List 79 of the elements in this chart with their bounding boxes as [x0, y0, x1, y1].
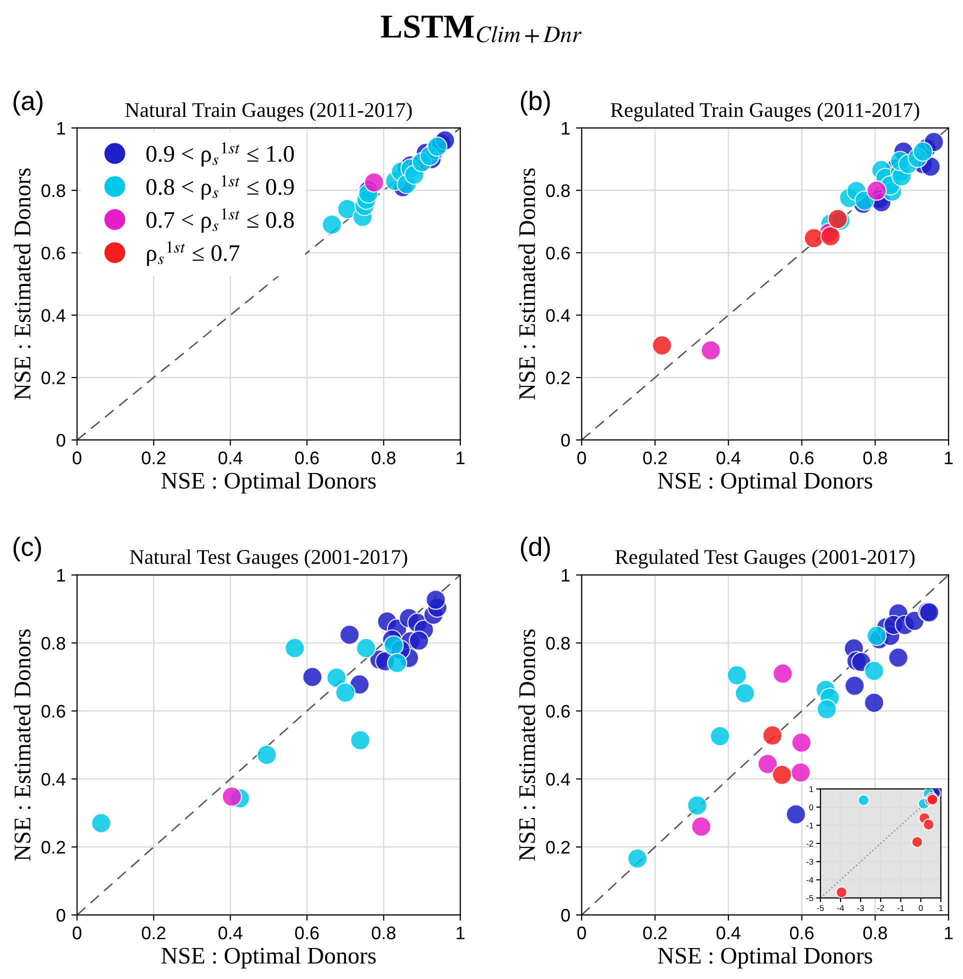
x-tick-label: 1 [944, 452, 953, 464]
y-tick-label: 0.6 [546, 704, 570, 718]
x-tick-label: 1 [456, 926, 464, 940]
text: (b) [520, 90, 550, 116]
y-tick-label: -1 [806, 822, 814, 828]
legend-label: ρ$_{s}$$^{1st}$ ≤ 0.7 [147, 241, 240, 266]
y-tick-label: 0.4 [42, 309, 66, 322]
y-tick-label: -4 [806, 877, 814, 883]
legend-label: 0.8 < ρ$_{s}$$^{1st}$ ≤ 0.9 [146, 175, 294, 200]
y-tick-label: 0.6 [42, 246, 66, 260]
x-axis-title: NSE : Optimal Donors [161, 947, 376, 968]
y-tick-label: 0.4 [42, 772, 66, 786]
x-axis-title: NSE : Optimal Donors [658, 472, 872, 494]
x-tick-label: 0.2 [142, 452, 166, 464]
y-tick-label: 0.2 [546, 840, 570, 854]
y-tick-label: 0 [561, 434, 570, 447]
y-tick-label: 0.6 [546, 246, 570, 260]
y-tick-label: 0.8 [546, 636, 570, 650]
y-tick-label: 1 [57, 569, 66, 582]
x-tick-label: 0 [72, 452, 82, 464]
y-tick-label: 0.2 [546, 371, 570, 384]
x-tick-label: 0.8 [372, 926, 396, 940]
text: LSTM$_{Clim+Dnr}$ [380, 15, 582, 43]
y-tick-label: 0.2 [42, 840, 66, 854]
x-tick-label: -2 [877, 905, 884, 911]
y-tick-label: 0.4 [546, 772, 570, 786]
y-tick-label: 0.6 [42, 704, 66, 718]
text: (c) [14, 536, 42, 562]
text: (d) [520, 536, 550, 562]
x-tick-label: 0.4 [218, 452, 242, 464]
y-axis-title: NSE : Estimated Donors [14, 168, 31, 400]
chart-title: Regulated Test Gauges (2001-2017) [615, 549, 915, 568]
x-axis-title: NSE : Optimal Donors [161, 472, 376, 494]
x-tick-label: 0.6 [295, 452, 319, 464]
text: (a) [14, 90, 42, 116]
y-tick-label: 0.2 [42, 371, 66, 384]
x-tick-label: 0.4 [716, 452, 740, 464]
y-tick-label: 1 [57, 122, 66, 134]
y-tick-label: -5 [806, 895, 814, 902]
y-tick-label: 0.8 [546, 184, 570, 198]
x-tick-label: 0 [918, 905, 923, 912]
y-axis-title: NSE : Estimated Donors [518, 168, 536, 400]
x-tick-label: 0 [72, 926, 82, 940]
x-tick-label: 0.2 [142, 926, 166, 940]
x-tick-label: -1 [897, 905, 904, 911]
y-tick-label: -2 [806, 840, 814, 846]
y-tick-label: 0 [56, 434, 66, 447]
x-tick-label: 0.4 [716, 926, 740, 940]
x-tick-label: 0.2 [643, 926, 667, 940]
x-tick-label: 1 [939, 905, 943, 911]
y-tick-label: 0.4 [546, 309, 570, 322]
chart-title: Natural Test Gauges (2001-2017) [130, 549, 408, 568]
y-tick-label: 1 [562, 569, 570, 582]
y-axis-title: NSE : Estimated Donors [518, 629, 536, 861]
legend-label: 0.7 < ρ$_{s}$$^{1st}$ ≤ 0.8 [146, 208, 294, 233]
chart-title: Regulated Train Gauges (2011-2017) [610, 102, 920, 122]
x-tick-label: 0 [577, 926, 586, 940]
chart-title: Natural Train Gauges (2011-2017) [125, 102, 412, 122]
x-tick-label: 0 [577, 452, 586, 464]
x-tick-label: 0.8 [863, 926, 887, 940]
y-tick-label: 0 [809, 804, 814, 810]
y-tick-label: 1 [810, 786, 814, 792]
x-tick-label: 1 [456, 452, 464, 464]
x-tick-label: 0.4 [218, 926, 242, 940]
x-tick-label: 0.8 [863, 452, 887, 464]
x-tick-label: -3 [857, 905, 864, 912]
y-tick-label: -3 [806, 858, 814, 865]
x-tick-label: -5 [817, 905, 824, 912]
y-tick-label: 1 [562, 122, 570, 134]
x-tick-label: 0.8 [372, 452, 396, 464]
x-tick-label: 0.2 [643, 452, 667, 464]
x-tick-label: 0.6 [295, 926, 319, 940]
legend-label: 0.9 < ρ$_{s}$$^{1st}$ ≤ 1.0 [146, 142, 294, 167]
y-axis-title: NSE : Estimated Donors [14, 629, 31, 861]
y-tick-label: 0.8 [42, 636, 66, 650]
x-tick-label: -4 [837, 905, 844, 911]
y-tick-label: 0.8 [42, 184, 66, 198]
x-axis-title: NSE : Optimal Donors [658, 947, 872, 968]
x-tick-label: 1 [944, 926, 953, 940]
